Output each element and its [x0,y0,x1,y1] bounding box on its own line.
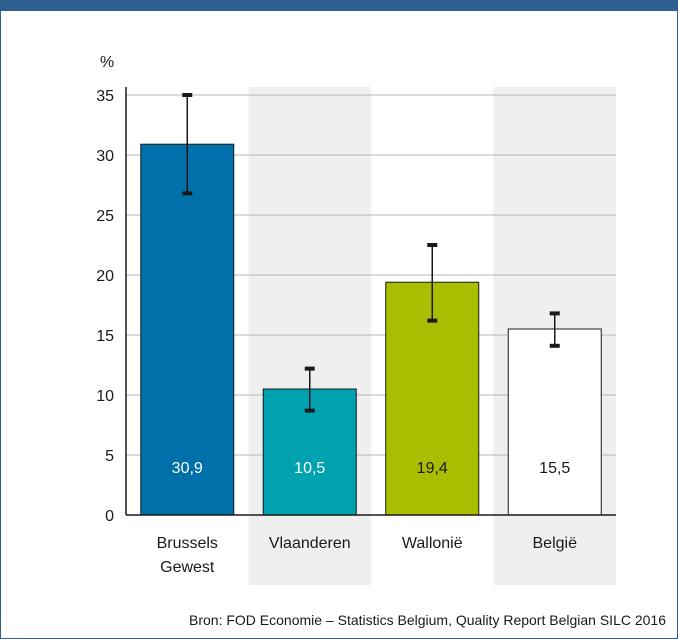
category-label: Wallonië [402,535,463,552]
y-tick-label: 30 [96,148,114,165]
y-tick-labels: 0 5 10 15 20 25 30 35 [96,88,114,525]
bar-value-label: 10,5 [294,460,325,477]
y-tick-label: 15 [96,328,114,345]
y-axis-unit: % [100,54,114,71]
category-label: België [533,535,578,552]
y-tick-label: 10 [96,388,114,405]
bar-value-label: 19,4 [417,460,448,477]
y-tick-label: 0 [105,508,114,525]
bar [507,328,602,516]
y-tick-label: 5 [105,448,114,465]
bar-value-label: 15,5 [539,460,570,477]
bar-value-label: 30,9 [172,460,203,477]
source-note: Bron: FOD Economie – Statistics Belgium,… [189,612,666,628]
y-tick-label: 25 [96,208,114,225]
value-labels: 30,9 10,5 19,4 15,5 [172,460,571,477]
y-tick-label: 35 [96,88,114,105]
category-label: Vlaanderen [269,535,351,552]
category-label: Gewest [160,559,215,576]
error-bars [182,93,560,413]
y-tick-label: 20 [96,268,114,285]
category-labels: Brussels Gewest Vlaanderen Wallonië België [157,535,578,576]
header-band [0,0,678,11]
category-label: Brussels [157,535,218,552]
